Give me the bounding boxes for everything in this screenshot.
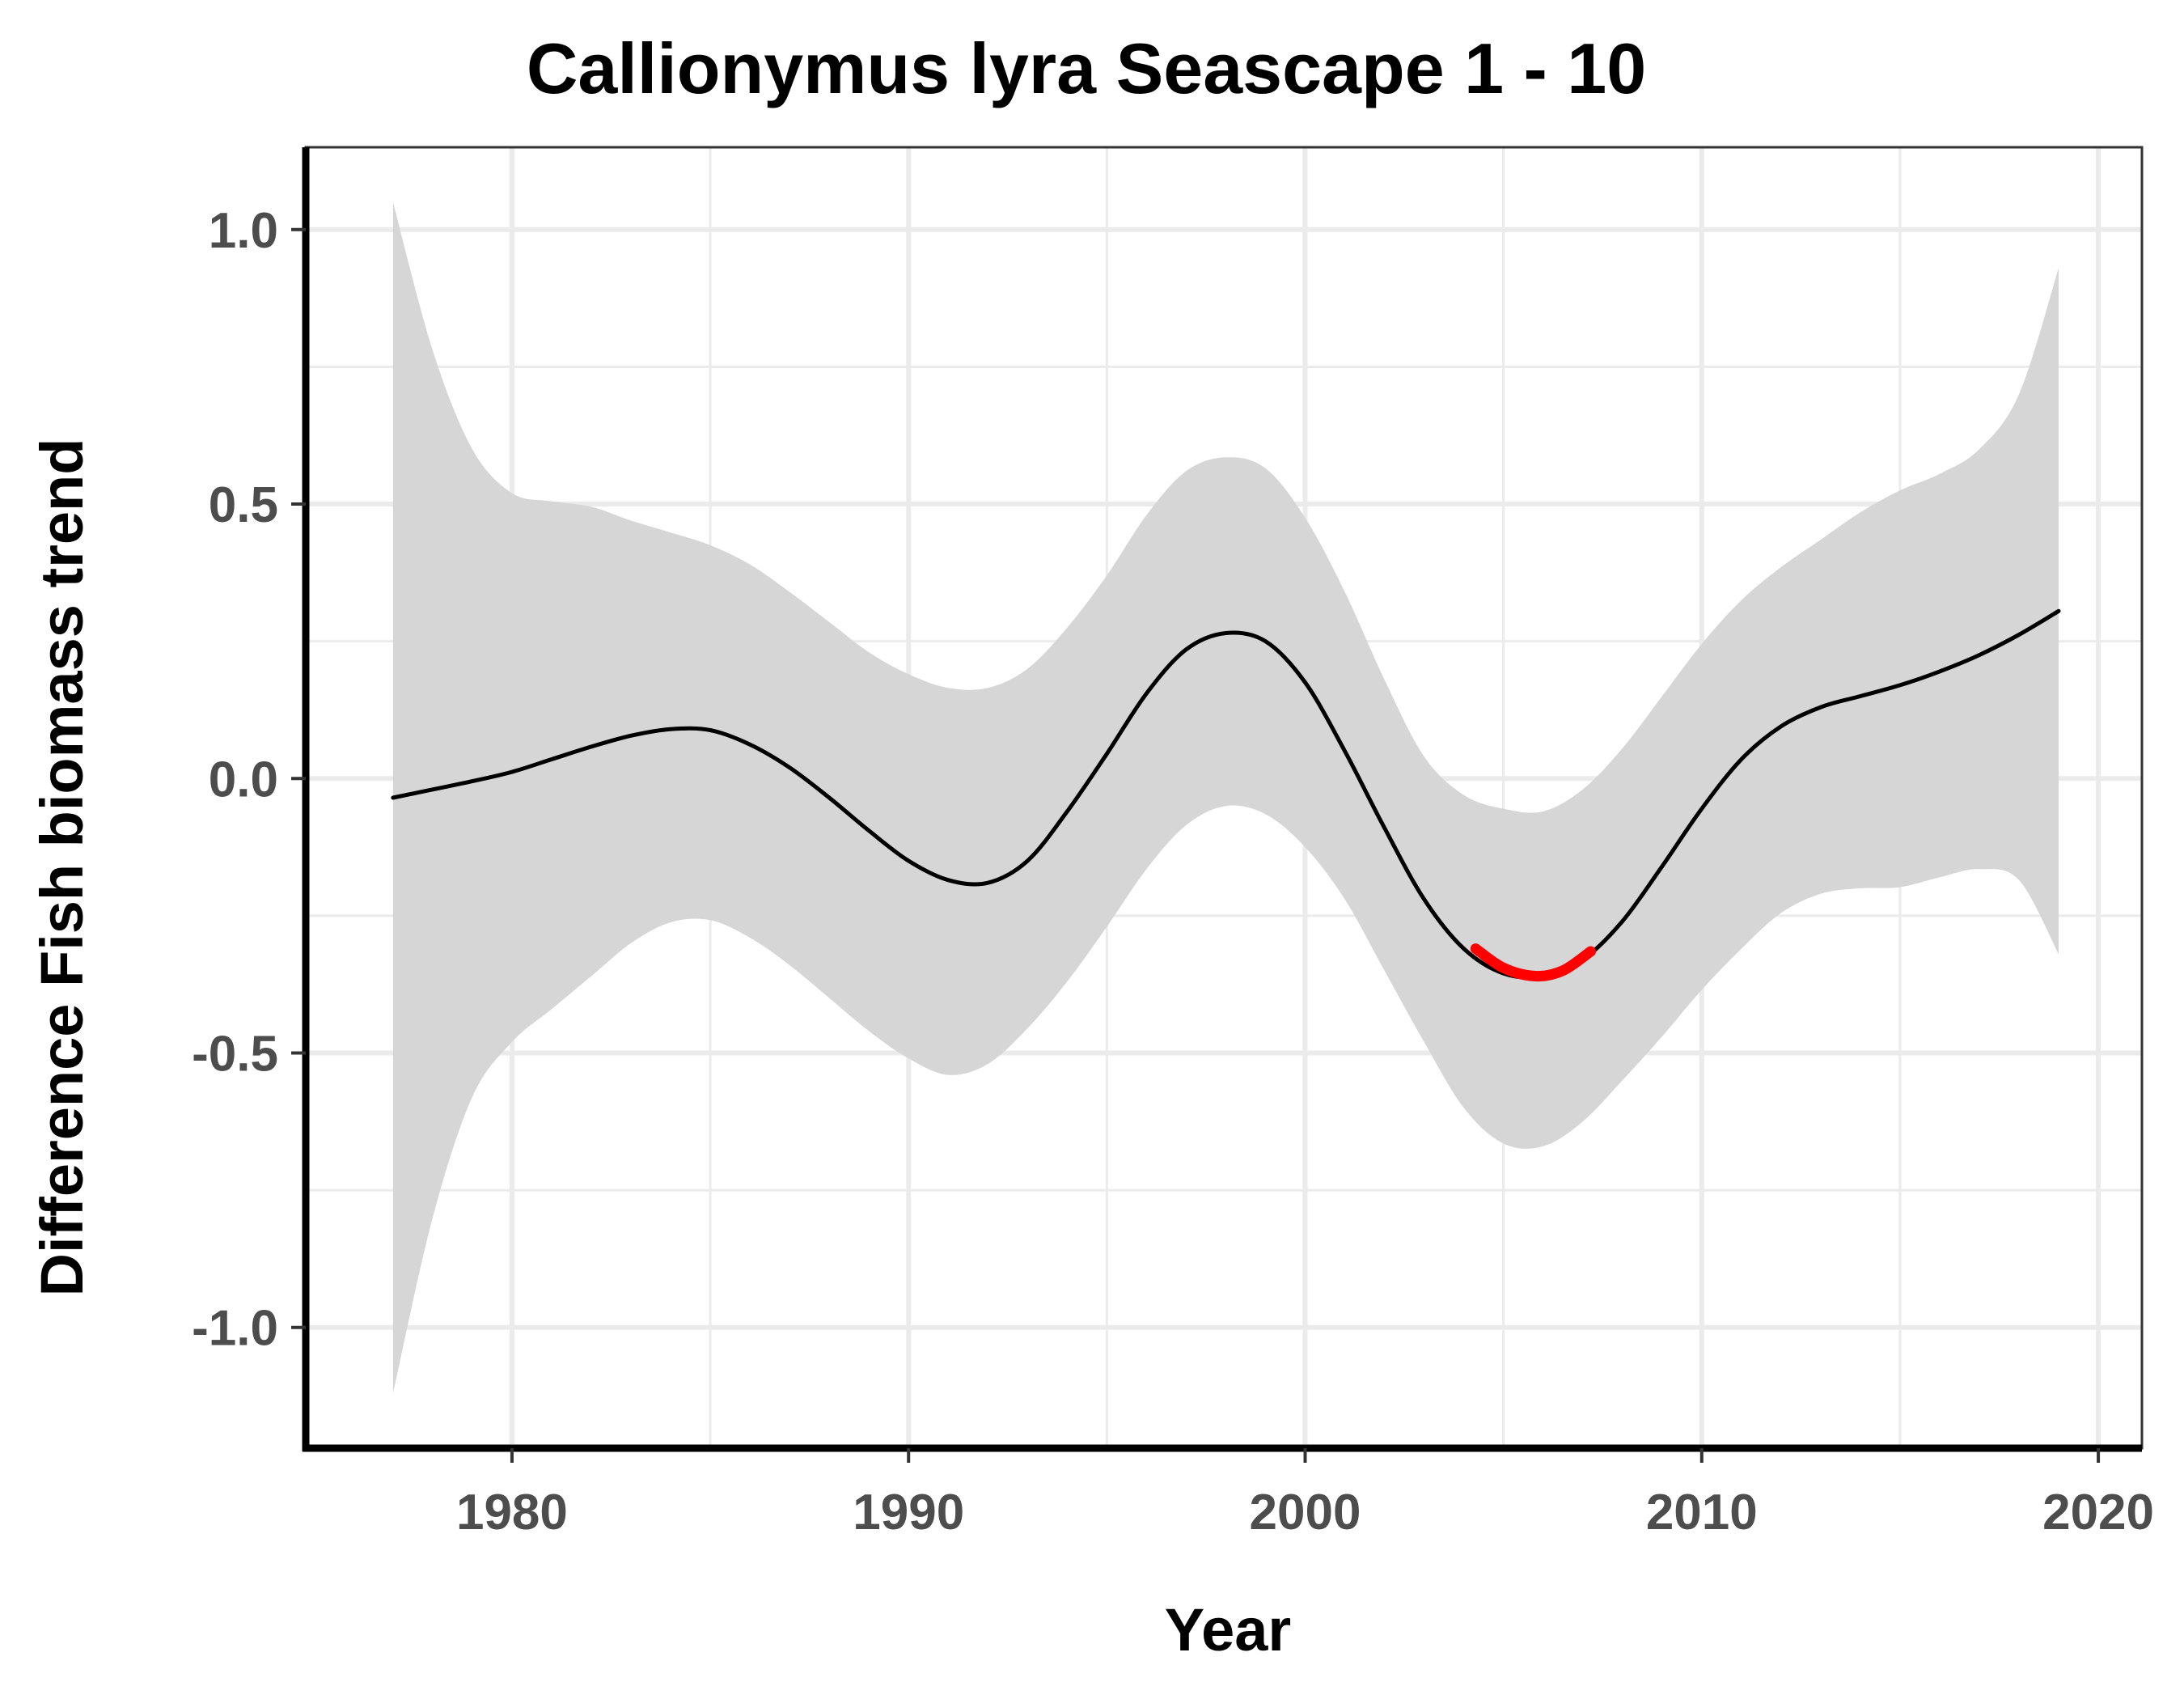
y-tick-label: -1.0: [192, 1301, 278, 1357]
y-axis-title: Difference Fish biomass trend: [28, 439, 95, 1297]
trend-line: [391, 608, 2061, 980]
confidence-ribbon: [392, 201, 2059, 1394]
x-tick-label: 1990: [853, 1485, 964, 1540]
y-tick-label: 0.5: [209, 477, 278, 533]
y-tick-label: 1.0: [209, 203, 278, 259]
x-axis-title: Year: [1165, 1596, 1291, 1663]
x-tick-label: 2010: [1646, 1485, 1758, 1540]
chart-title: Callionymus lyra Seascape 1 - 10: [527, 28, 1646, 108]
y-tick-label: 0.0: [209, 752, 278, 807]
x-tick-label: 1980: [456, 1485, 568, 1540]
x-axis-ticks: 1980 1990 2000 2010 2020: [456, 1448, 2154, 1540]
x-tick-label: 2020: [2042, 1485, 2154, 1540]
y-tick-label: -0.5: [192, 1026, 278, 1082]
significant-decline-segment: [1470, 943, 1596, 982]
y-axis-ticks: 1.0 0.5 0.0 -0.5 -1.0: [192, 203, 306, 1357]
x-tick-label: 2000: [1250, 1485, 1361, 1540]
